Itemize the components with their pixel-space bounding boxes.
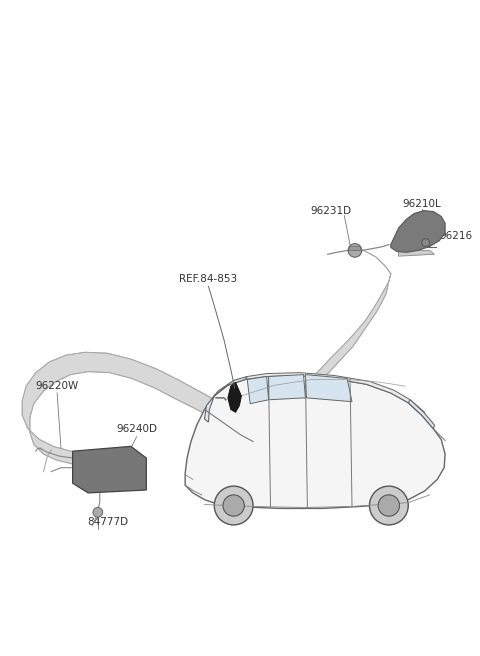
Polygon shape xyxy=(348,247,362,251)
Polygon shape xyxy=(72,446,146,493)
Polygon shape xyxy=(398,251,434,256)
Circle shape xyxy=(93,508,103,517)
Circle shape xyxy=(422,239,430,247)
Polygon shape xyxy=(22,274,391,470)
Text: 96231D: 96231D xyxy=(310,205,351,216)
Circle shape xyxy=(223,495,244,516)
Polygon shape xyxy=(269,375,305,400)
Polygon shape xyxy=(305,375,352,401)
Text: 96210L: 96210L xyxy=(402,199,441,209)
Circle shape xyxy=(378,495,399,516)
Polygon shape xyxy=(204,377,247,422)
Text: 96240D: 96240D xyxy=(116,424,157,434)
Text: 96220W: 96220W xyxy=(36,381,79,391)
Circle shape xyxy=(214,486,253,525)
Circle shape xyxy=(370,486,408,525)
Polygon shape xyxy=(185,375,445,508)
Polygon shape xyxy=(247,377,269,403)
Text: 96216: 96216 xyxy=(439,231,472,241)
Text: REF.84-853: REF.84-853 xyxy=(180,274,238,285)
Polygon shape xyxy=(408,400,434,429)
Polygon shape xyxy=(391,211,445,253)
Polygon shape xyxy=(228,382,241,413)
Polygon shape xyxy=(245,373,425,415)
Text: 84777D: 84777D xyxy=(87,517,128,527)
Circle shape xyxy=(348,243,362,257)
